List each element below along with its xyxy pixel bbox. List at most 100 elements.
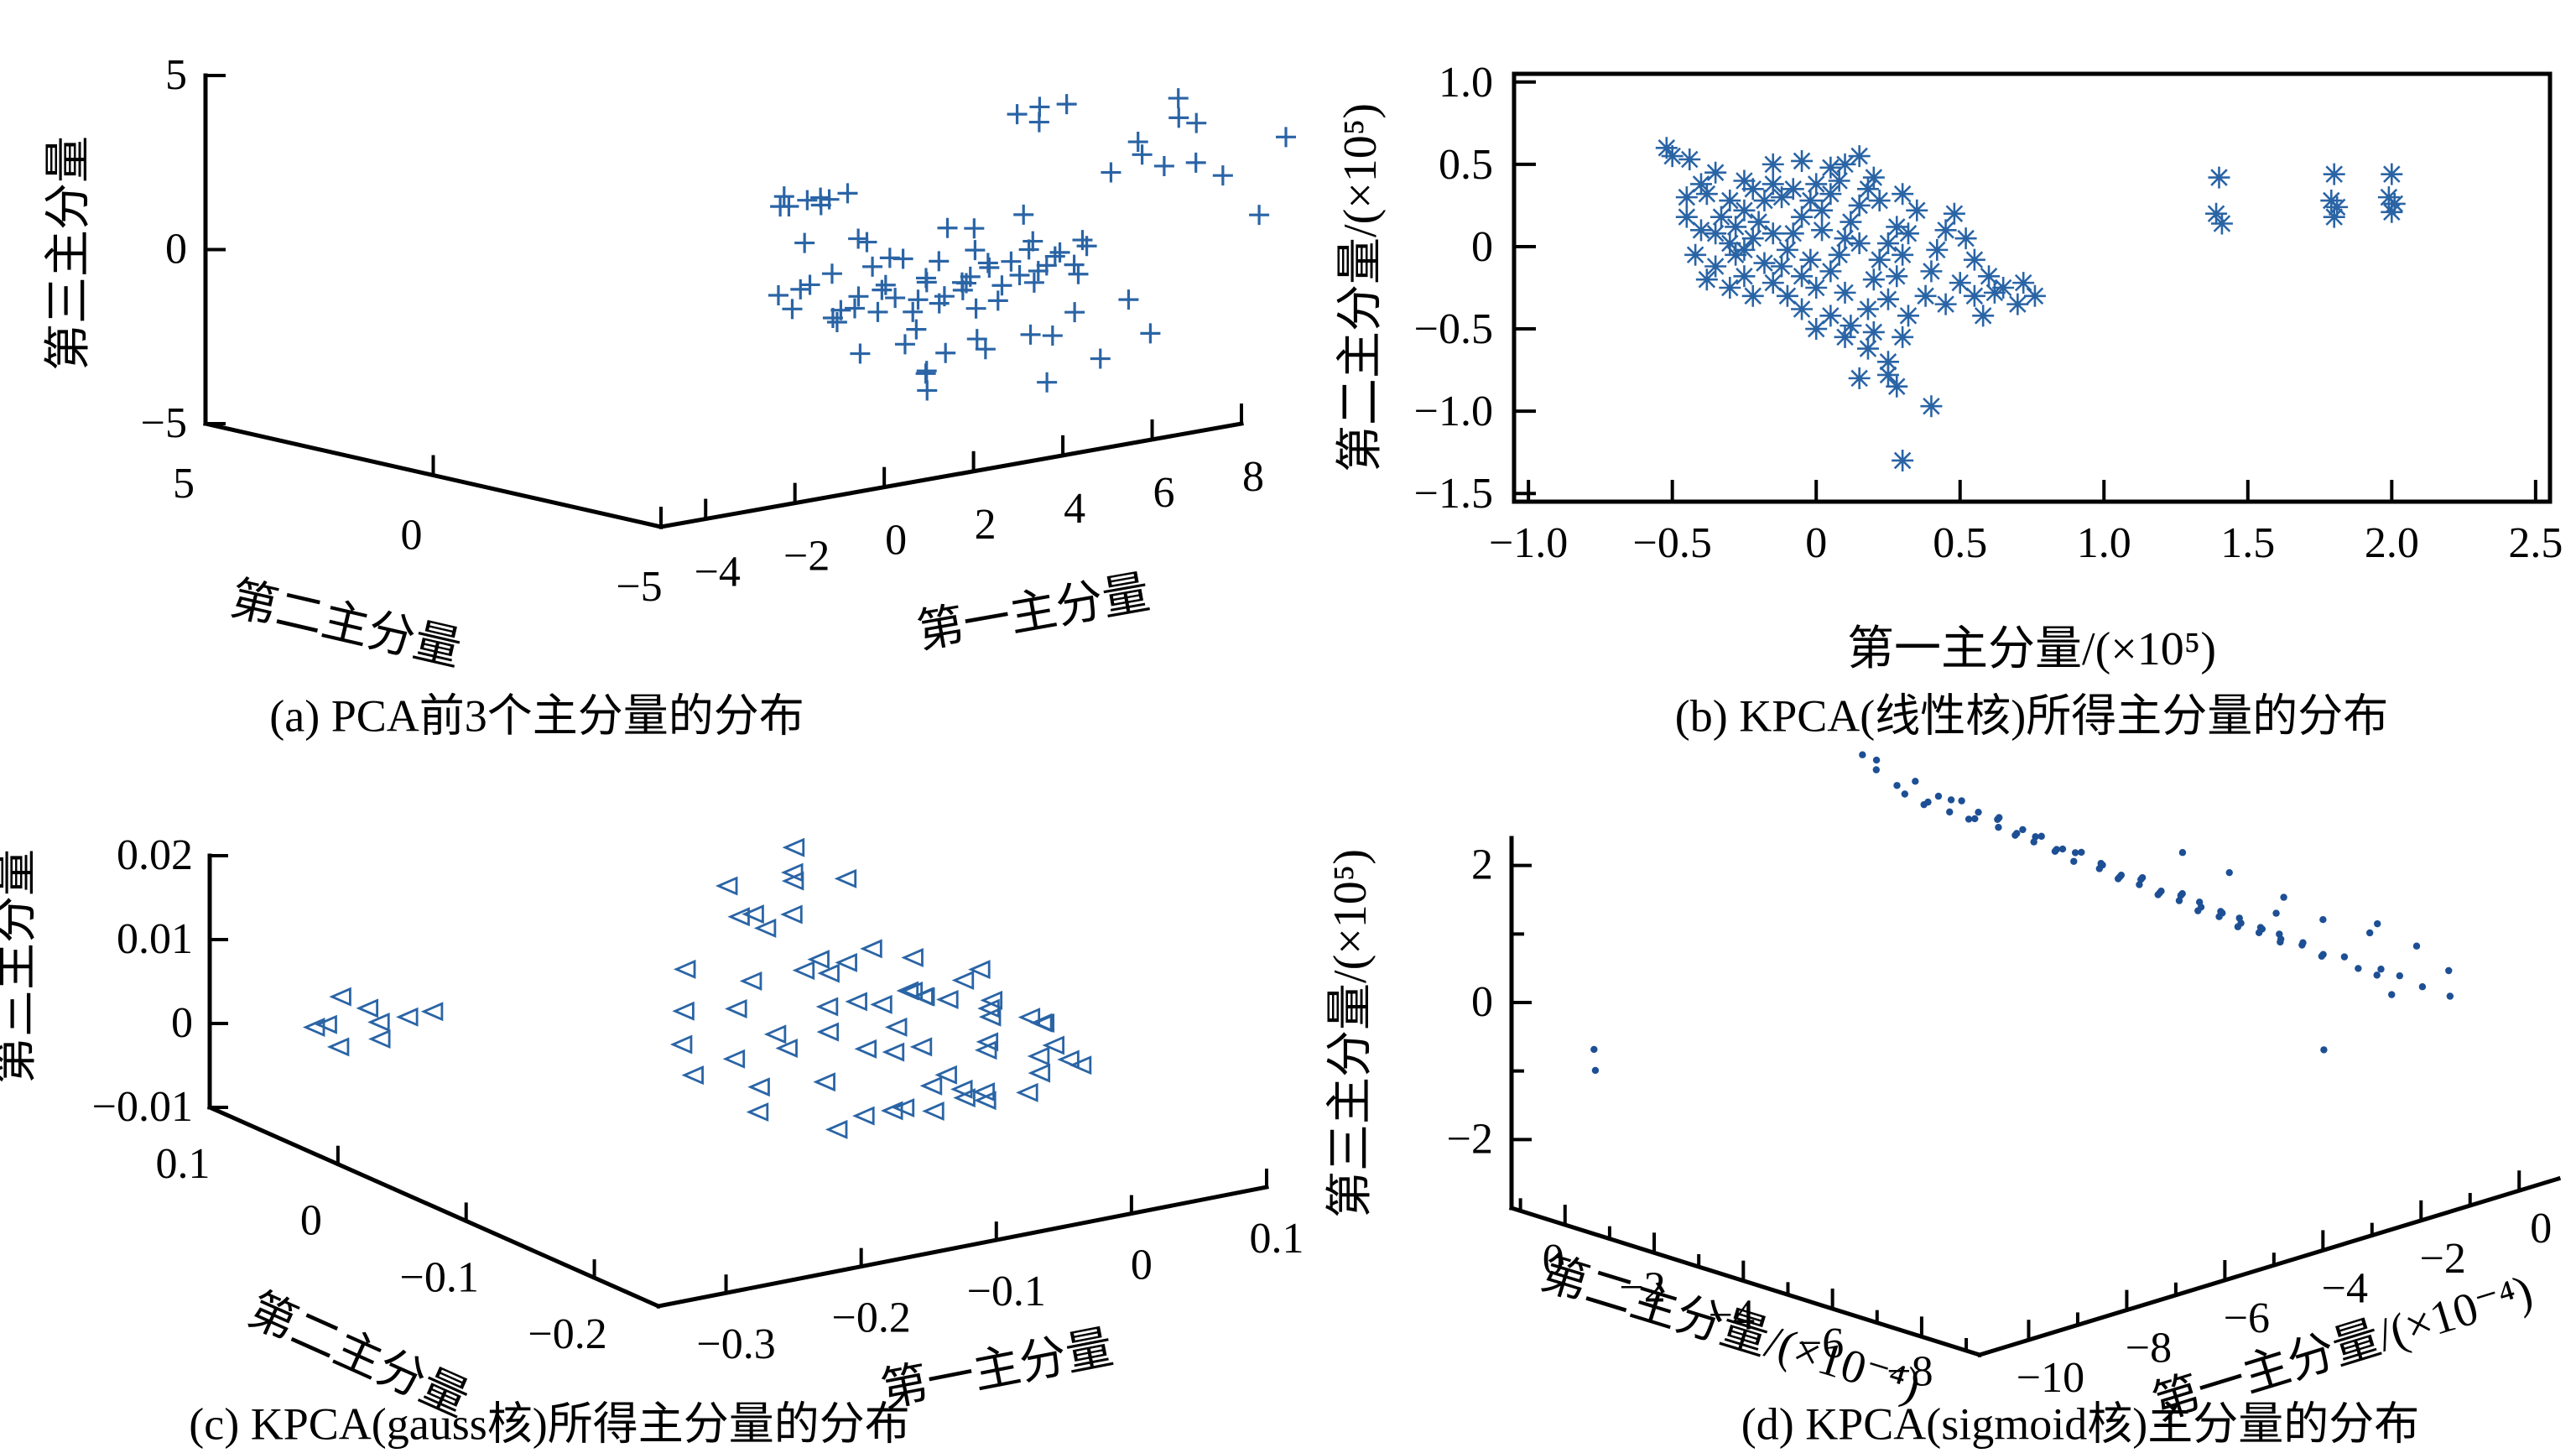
data-point-marker — [2019, 825, 2027, 834]
data-point-marker — [870, 994, 892, 1014]
data-point-marker — [1805, 173, 1828, 195]
data-point-marker — [1590, 1045, 1598, 1054]
data-point-marker — [915, 268, 936, 289]
data-point-marker — [906, 319, 927, 340]
data-point-marker — [854, 1039, 877, 1059]
data-point-marker — [1920, 260, 1943, 283]
data-point-marker — [968, 960, 991, 980]
data-point-marker — [1848, 145, 1871, 168]
x-axis-label: 第一主分量 — [877, 1321, 1117, 1417]
data-point-marker — [912, 987, 935, 1007]
data-point-marker — [862, 256, 883, 277]
data-point-marker — [817, 963, 840, 983]
data-point-marker — [1828, 243, 1850, 266]
data-point-marker — [2051, 847, 2059, 855]
data-point-marker — [2276, 930, 2283, 938]
data-point-marker — [975, 339, 996, 360]
data-point-marker — [929, 293, 950, 314]
data-point-marker — [2154, 891, 2162, 898]
data-point-marker — [1168, 107, 1189, 128]
data-point-marker — [1893, 782, 1901, 789]
x-tick-label: −4 — [695, 549, 741, 596]
data-point-marker — [1747, 211, 1770, 233]
data-point-marker — [1901, 790, 1909, 798]
data-point-marker — [2255, 929, 2263, 936]
data-point-marker — [1782, 178, 1804, 201]
x-tick-label: −8 — [2126, 1325, 2172, 1372]
data-point-marker — [1741, 178, 1764, 201]
data-point-marker — [1725, 243, 1747, 266]
x-tick-label: 1.0 — [2077, 519, 2131, 567]
x-tick-label: 2.0 — [2365, 519, 2419, 567]
data-point-marker — [2340, 953, 2349, 961]
y-axis-label: 第二主分量/(×10⁵) — [1335, 103, 1387, 472]
data-point-marker — [1186, 112, 1207, 133]
data-point-marker — [845, 298, 866, 319]
y-tick-label: 0 — [1471, 223, 1493, 271]
data-point-marker — [1886, 216, 1908, 238]
x-tick-label: −2 — [2420, 1235, 2466, 1283]
data-point-marker — [1684, 243, 1707, 266]
data-point-marker — [892, 248, 913, 269]
data-point-marker — [1710, 206, 1732, 228]
data-point-marker — [768, 284, 788, 305]
x-tick-label: 2.5 — [2508, 519, 2563, 567]
data-point-marker — [727, 907, 750, 927]
data-point-marker — [722, 1049, 746, 1069]
data-point-marker — [2381, 163, 2403, 185]
data-point-marker — [1020, 324, 1041, 345]
data-point-marker — [815, 997, 839, 1017]
data-point-marker — [2365, 929, 2374, 937]
data-point-marker — [1762, 222, 1784, 245]
data-point-marker — [1704, 222, 1727, 245]
data-point-marker — [1995, 823, 2002, 831]
data-point-marker — [673, 959, 696, 979]
data-point-marker — [1811, 199, 1834, 221]
z-tick-label: 2 — [1471, 841, 1493, 889]
x-tick-label: −0.1 — [967, 1268, 1046, 1315]
data-point-marker — [872, 279, 892, 300]
data-point-marker — [1862, 320, 1885, 343]
data-point-marker — [1892, 183, 1914, 206]
data-point-marker — [1007, 104, 1028, 125]
data-point-marker — [1771, 186, 1793, 209]
data-point-marker — [1076, 236, 1097, 257]
data-point-marker — [1782, 222, 1804, 245]
data-point-marker — [1212, 165, 1233, 186]
data-point-marker — [1868, 190, 1891, 212]
y-tick-label: −0.5 — [1414, 305, 1493, 353]
data-point-marker — [1753, 252, 1776, 274]
data-point-marker — [1032, 1013, 1055, 1034]
y-tick-label: −0.1 — [400, 1253, 479, 1301]
x-tick-label: 6 — [1153, 469, 1175, 517]
data-point-marker — [1963, 284, 1985, 307]
data-point-marker — [2320, 1046, 2328, 1054]
data-point-marker — [934, 1065, 957, 1085]
data-point-marker — [792, 961, 815, 981]
data-point-marker — [1978, 265, 2001, 288]
data-point-marker — [2374, 919, 2381, 928]
data-point-marker — [1859, 751, 1866, 758]
data-point-marker — [2235, 914, 2243, 922]
data-point-marker — [1862, 268, 1885, 291]
data-point-marker — [797, 190, 818, 211]
data-point-marker — [1675, 206, 1698, 228]
data-point-marker — [681, 1065, 704, 1086]
data-point-marker — [326, 1037, 350, 1057]
data-point-marker — [302, 1018, 325, 1038]
data-point-marker — [669, 1034, 693, 1055]
data-point-marker — [2280, 893, 2287, 901]
x-tick-label: −0.5 — [1633, 519, 1712, 567]
data-point-marker — [978, 1007, 1002, 1027]
z-tick-label: 5 — [165, 51, 187, 99]
data-point-marker — [2225, 868, 2233, 877]
data-point-marker — [2215, 913, 2223, 920]
data-point-marker — [1892, 449, 1914, 471]
x-tick-label: 0 — [1805, 519, 1827, 567]
data-point-marker — [1762, 153, 1784, 175]
data-point-marker — [867, 301, 888, 322]
data-point-marker — [2195, 898, 2204, 906]
data-point-marker — [1963, 248, 1985, 271]
data-point-marker — [1762, 272, 1784, 294]
